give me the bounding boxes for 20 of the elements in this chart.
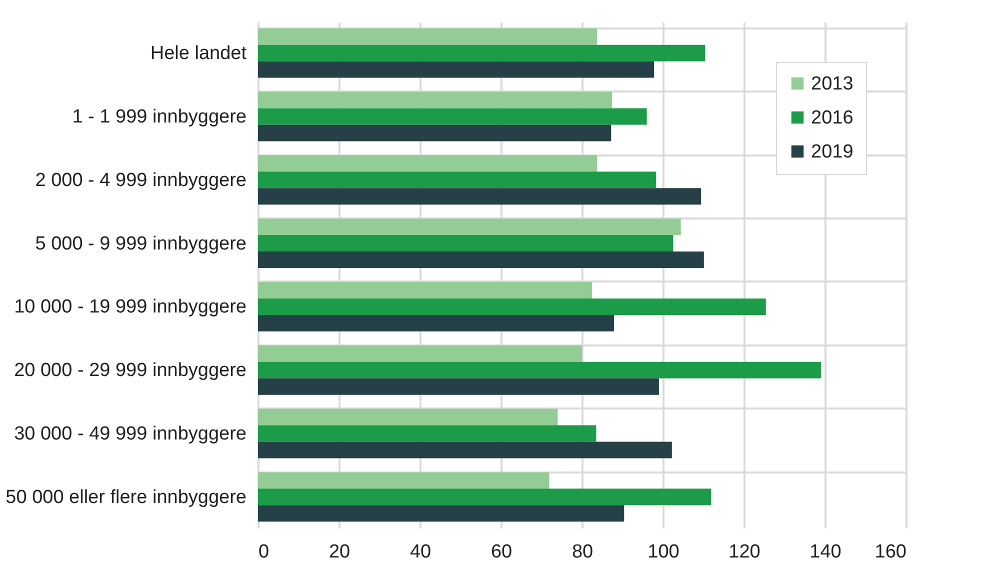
y-tick-label: 30 000 - 49 999 innbyggere bbox=[14, 424, 246, 445]
y-tick-label: Hele landet bbox=[150, 43, 248, 64]
x-tick-label: 120 bbox=[728, 542, 760, 562]
x-tick-label: 100 bbox=[648, 542, 680, 562]
legend-label: 2013 bbox=[811, 74, 854, 94]
x-tick-label: 0 bbox=[258, 542, 270, 562]
y-tick-label: 5 000 - 9 999 innbyggere bbox=[35, 233, 246, 254]
legend-label: 2019 bbox=[811, 142, 854, 162]
x-tick-label: 140 bbox=[810, 542, 842, 562]
y-tick-label: 2 000 - 4 999 innbyggere bbox=[35, 170, 246, 191]
y-tick-label: 20 000 - 29 999 innbyggere bbox=[14, 360, 246, 382]
y-tick-label: 50 000 eller flere innbyggere bbox=[6, 486, 246, 508]
x-tick-label: 40 bbox=[410, 542, 432, 562]
y-tick-label: 10 000 - 19 999 innbyggere bbox=[14, 296, 246, 318]
x-tick-label: 80 bbox=[572, 542, 594, 562]
legend-label: 2016 bbox=[811, 108, 854, 128]
x-tick-label: 160 bbox=[874, 542, 906, 562]
y-tick-label: 1 - 1 999 innbyggere bbox=[72, 106, 246, 128]
x-tick-label: 20 bbox=[328, 542, 350, 562]
x-tick-label: 60 bbox=[490, 542, 512, 562]
